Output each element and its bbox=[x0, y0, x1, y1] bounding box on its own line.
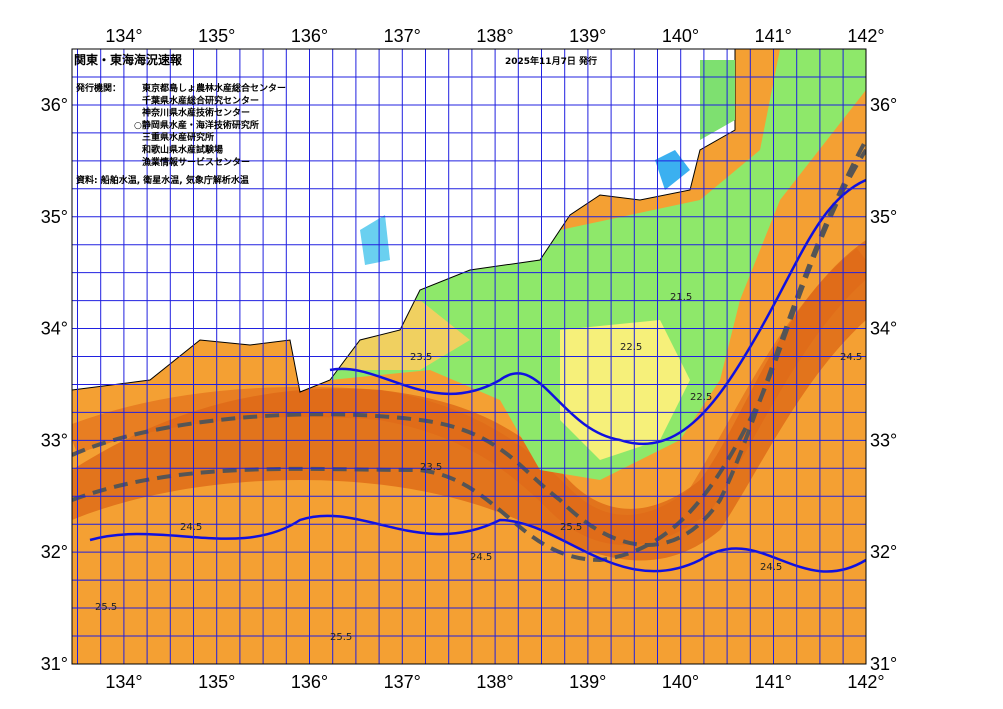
contour-label: 22.5 bbox=[690, 392, 712, 403]
contour-labels: 25.5 24.5 23.5 22.5 21.5 24.5 25.5 23.5 24.5 25.5… bbox=[95, 292, 862, 643]
lat-label: 31° bbox=[41, 654, 68, 674]
date: 2025年11月7日 発行 bbox=[505, 55, 597, 67]
agency-list: 東京都島しょ農林水産総合センター千葉県水産総合研究センター神奈川県水産技術センタ… bbox=[134, 82, 286, 168]
contour-label: 23.5 bbox=[420, 462, 442, 473]
contour-label: 24.5 bbox=[180, 522, 202, 533]
lat-label: 32° bbox=[870, 542, 897, 562]
map-area: 25.5 24.5 23.5 22.5 21.5 24.5 25.5 23.5 24.5 25.5… bbox=[72, 49, 866, 664]
lon-label: 137° bbox=[384, 672, 421, 692]
lat-label: 36° bbox=[41, 95, 68, 115]
source: 資料: 船舶水温, 衛星水温, 気象庁解析水温 bbox=[76, 174, 249, 186]
kuroshio-axis-2 bbox=[72, 148, 866, 563]
contour-label: 25.5 bbox=[560, 522, 582, 533]
lon-label: 140° bbox=[662, 672, 699, 692]
contour-label: 24.5 bbox=[840, 352, 862, 363]
lon-label: 142° bbox=[847, 672, 884, 692]
lat-label: 35° bbox=[41, 207, 68, 227]
contour-label: 25.5 bbox=[330, 632, 352, 643]
lon-label: 138° bbox=[476, 26, 513, 46]
lon-label: 137° bbox=[384, 26, 421, 46]
agency: 漁業情報サービスセンター bbox=[142, 156, 250, 168]
lon-label: 138° bbox=[476, 672, 513, 692]
lon-label: 142° bbox=[847, 26, 884, 46]
contour-label: 25.5 bbox=[95, 602, 117, 613]
lon-label: 140° bbox=[662, 26, 699, 46]
lon-label: 141° bbox=[755, 672, 792, 692]
agency: 三重県水産研究所 bbox=[142, 131, 214, 143]
lon-label: 134° bbox=[105, 26, 142, 46]
contour-label: 24.5 bbox=[760, 562, 782, 573]
lat-label: 34° bbox=[870, 319, 897, 339]
agency: 東京都島しょ農林水産総合センター bbox=[142, 82, 286, 94]
kuroshio-axis bbox=[72, 139, 866, 547]
lat-label: 33° bbox=[41, 430, 68, 450]
coastal-cool-water bbox=[300, 49, 866, 480]
agency: ○静岡県水産・海洋技術研究所 bbox=[134, 119, 259, 131]
agency-label: 発行機関： bbox=[75, 82, 121, 94]
contour-label: 22.5 bbox=[620, 342, 642, 353]
lon-label: 136° bbox=[291, 672, 328, 692]
lon-label: 141° bbox=[755, 26, 792, 46]
lon-label: 139° bbox=[569, 26, 606, 46]
lon-label: 135° bbox=[198, 672, 235, 692]
lat-label: 35° bbox=[870, 207, 897, 227]
lat-label: 32° bbox=[41, 542, 68, 562]
isotherm bbox=[89, 514, 866, 573]
lon-label: 139° bbox=[569, 672, 606, 692]
grid bbox=[72, 49, 866, 664]
lat-label: 33° bbox=[870, 430, 897, 450]
title: 関東・東海海況速報 bbox=[74, 52, 183, 67]
lat-label: 34° bbox=[41, 319, 68, 339]
lon-label: 134° bbox=[105, 672, 142, 692]
lon-label: 136° bbox=[291, 26, 328, 46]
lon-label: 135° bbox=[198, 26, 235, 46]
contour-label: 23.5 bbox=[410, 352, 432, 363]
contour-label: 24.5 bbox=[470, 552, 492, 563]
agency: 和歌山県水産試験場 bbox=[141, 144, 223, 156]
agency: 神奈川県水産技術センター bbox=[142, 107, 250, 119]
lat-label: 31° bbox=[870, 654, 897, 674]
frame bbox=[71, 48, 867, 665]
lake bbox=[655, 150, 690, 190]
lake-area bbox=[700, 60, 735, 140]
kuroshio-band bbox=[72, 240, 866, 561]
lat-label: 36° bbox=[870, 95, 897, 115]
contour-label: 21.5 bbox=[670, 292, 692, 303]
agency: 千葉県水産総合研究センター bbox=[142, 94, 259, 106]
axes: 134° 134° 135° 135° 136° 136° 137° 137° 138° 138°… bbox=[41, 26, 897, 692]
bay bbox=[360, 215, 390, 265]
